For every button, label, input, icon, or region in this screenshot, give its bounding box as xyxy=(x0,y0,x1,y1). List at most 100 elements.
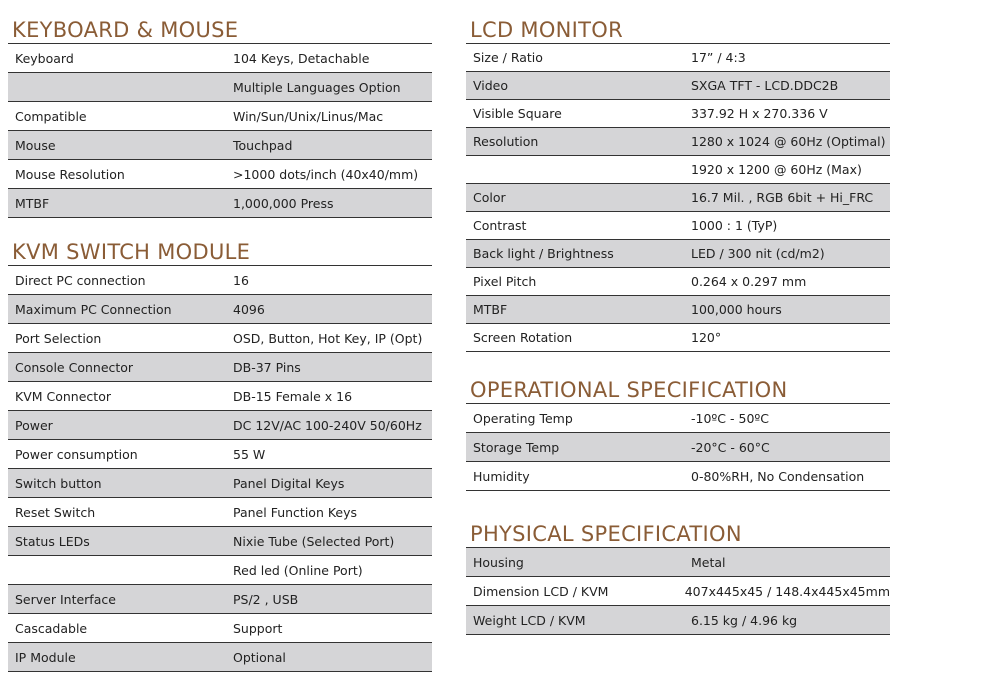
spec-value: 1920 x 1200 @ 60Hz (Max) xyxy=(691,162,862,177)
spec-value: 100,000 hours xyxy=(691,302,782,317)
spec-label: Console Connector xyxy=(15,360,134,375)
spec-label: KVM Connector xyxy=(15,389,111,404)
spec-row: Weight LCD / KVM 6.15 kg / 4.96 kg xyxy=(466,606,890,635)
spec-row: Dimension LCD / KVM 407x445x45 / 148.4x44… xyxy=(466,577,890,606)
spec-label: Keyboard xyxy=(15,51,74,66)
spec-value: -20°C - 60°C xyxy=(691,440,770,455)
spec-value: 337.92 H x 270.336 V xyxy=(691,106,828,121)
spec-label: Reset Switch xyxy=(15,505,96,520)
spec-table: Operating Temp -10ºC - 50ºC Storage Temp -2… xyxy=(466,404,890,491)
spec-row: Multiple Languages Option xyxy=(8,73,432,102)
spec-value: 55 W xyxy=(233,447,266,462)
spec-label: Maximum PC Connection xyxy=(15,302,172,317)
spec-label: Contrast xyxy=(473,218,527,233)
spec-row: Screen Rotation 120° xyxy=(466,324,890,352)
spec-row: Storage Temp -20°C - 60°C xyxy=(466,433,890,462)
spec-row: Contrast 1000 : 1 (TyP) xyxy=(466,212,890,240)
spec-value: -10ºC - 50ºC xyxy=(691,411,770,426)
spec-row: Cascadable Support xyxy=(8,614,432,643)
spec-row: Housing Metal xyxy=(466,548,890,577)
spec-label: Housing xyxy=(473,555,524,570)
spec-row: Direct PC connection 16 xyxy=(8,266,432,295)
spec-value: Nixie Tube (Selected Port) xyxy=(233,534,395,549)
spec-row: Port Selection OSD, Button, Hot Key, IP (… xyxy=(8,324,432,353)
spec-value: 17” / 4:3 xyxy=(691,50,746,65)
spec-row: Keyboard 104 Keys, Detachable xyxy=(8,44,432,73)
spec-value: Red led (Online Port) xyxy=(233,563,363,578)
section-title: PHYSICAL SPECIFICATION xyxy=(466,522,890,548)
spec-value: 0-80%RH, No Condensation xyxy=(691,469,865,484)
spec-label xyxy=(8,556,233,584)
spec-label: Humidity xyxy=(473,469,530,484)
spec-row: Pixel Pitch 0.264 x 0.297 mm xyxy=(466,268,890,296)
spec-value: 407x445x45 / 148.4x445x45mm xyxy=(684,584,890,599)
spec-value: Metal xyxy=(691,555,726,570)
spec-label: Port Selection xyxy=(15,331,102,346)
spec-value: 16 xyxy=(233,273,249,288)
spec-row: Power consumption 55 W xyxy=(8,440,432,469)
spec-row: Switch button Panel Digital Keys xyxy=(8,469,432,498)
spec-label: Power xyxy=(15,418,53,433)
spec-label: Visible Square xyxy=(473,106,562,121)
spec-label: Switch button xyxy=(15,476,102,491)
spec-label: Compatible xyxy=(15,109,87,124)
section-title: KVM SWITCH MODULE xyxy=(8,240,432,266)
spec-value: 4096 xyxy=(233,302,265,317)
spec-row: Resolution 1280 x 1024 @ 60Hz (Optimal) xyxy=(466,128,890,156)
spec-table: Keyboard 104 Keys, Detachable Multiple Lan… xyxy=(8,44,432,218)
spec-label: MTBF xyxy=(15,196,50,211)
spec-value: 6.15 kg / 4.96 kg xyxy=(691,613,798,628)
keyboard-mouse-section: KEYBOARD & MOUSE Keyboard 104 Keys, Detac… xyxy=(8,18,432,218)
spec-row: Compatible Win/Sun/Unix/Linus/Mac xyxy=(8,102,432,131)
spec-label: Mouse xyxy=(15,138,56,153)
spec-label: Direct PC connection xyxy=(15,273,146,288)
spec-label: MTBF xyxy=(473,302,508,317)
spec-value: PS/2 , USB xyxy=(233,592,299,607)
spec-label xyxy=(466,156,691,183)
spec-value: Win/Sun/Unix/Linus/Mac xyxy=(233,109,384,124)
section-title: KEYBOARD & MOUSE xyxy=(8,18,432,44)
spec-label: Dimension LCD / KVM xyxy=(473,584,609,599)
spec-value: LED / 300 nit (cd/m2) xyxy=(691,246,825,261)
spec-row: Power DC 12V/AC 100-240V 50/60Hz xyxy=(8,411,432,440)
spec-row: Server Interface PS/2 , USB xyxy=(8,585,432,614)
spec-label: Color xyxy=(473,190,506,205)
spec-row: 1920 x 1200 @ 60Hz (Max) xyxy=(466,156,890,184)
spec-label: Screen Rotation xyxy=(473,330,573,345)
spec-row: Operating Temp -10ºC - 50ºC xyxy=(466,404,890,433)
section-title: LCD MONITOR xyxy=(466,18,890,44)
spec-value: SXGA TFT - LCD.DDC2B xyxy=(691,78,839,93)
spec-row: MTBF 1,000,000 Press xyxy=(8,189,432,218)
spec-value: 120° xyxy=(691,330,722,345)
spec-label: Back light / Brightness xyxy=(473,246,614,261)
spec-row: Console Connector DB-37 Pins xyxy=(8,353,432,382)
spec-value: 1,000,000 Press xyxy=(233,196,334,211)
spec-row: Red led (Online Port) xyxy=(8,556,432,585)
lcd-monitor-section: LCD MONITOR Size / Ratio 17” / 4:3 Video SX… xyxy=(466,18,890,352)
spec-label xyxy=(8,73,233,101)
spec-row: Humidity 0-80%RH, No Condensation xyxy=(466,462,890,491)
spec-value: Panel Digital Keys xyxy=(233,476,345,491)
spec-label: IP Module xyxy=(15,650,76,665)
spec-label: Pixel Pitch xyxy=(473,274,537,289)
spec-value: 16.7 Mil. , RGB 6bit + Hi_FRC xyxy=(691,190,874,205)
spec-value: Multiple Languages Option xyxy=(233,80,401,95)
spec-value: Touchpad xyxy=(233,138,293,153)
spec-label: Size / Ratio xyxy=(473,50,543,65)
spec-row: Visible Square 337.92 H x 270.336 V xyxy=(466,100,890,128)
spec-label: Cascadable xyxy=(15,621,88,636)
operational-specification-section: OPERATIONAL SPECIFICATION Operating Temp… xyxy=(466,378,890,491)
spec-value: 1000 : 1 (TyP) xyxy=(691,218,778,233)
spec-table: Direct PC connection 16 Maximum PC Connect… xyxy=(8,266,432,672)
spec-label: Status LEDs xyxy=(15,534,90,549)
spec-row: Mouse Touchpad xyxy=(8,131,432,160)
spec-value: Support xyxy=(233,621,283,636)
spec-row: Mouse Resolution >1000 dots/inch (40x40/m… xyxy=(8,160,432,189)
spec-label: Operating Temp xyxy=(473,411,573,426)
spec-row: Reset Switch Panel Function Keys xyxy=(8,498,432,527)
spec-row: Color 16.7 Mil. , RGB 6bit + Hi_FRC xyxy=(466,184,890,212)
spec-row: Size / Ratio 17” / 4:3 xyxy=(466,44,890,72)
spec-value: Panel Function Keys xyxy=(233,505,358,520)
spec-value: DB-37 Pins xyxy=(233,360,301,375)
spec-label: Resolution xyxy=(473,134,539,149)
